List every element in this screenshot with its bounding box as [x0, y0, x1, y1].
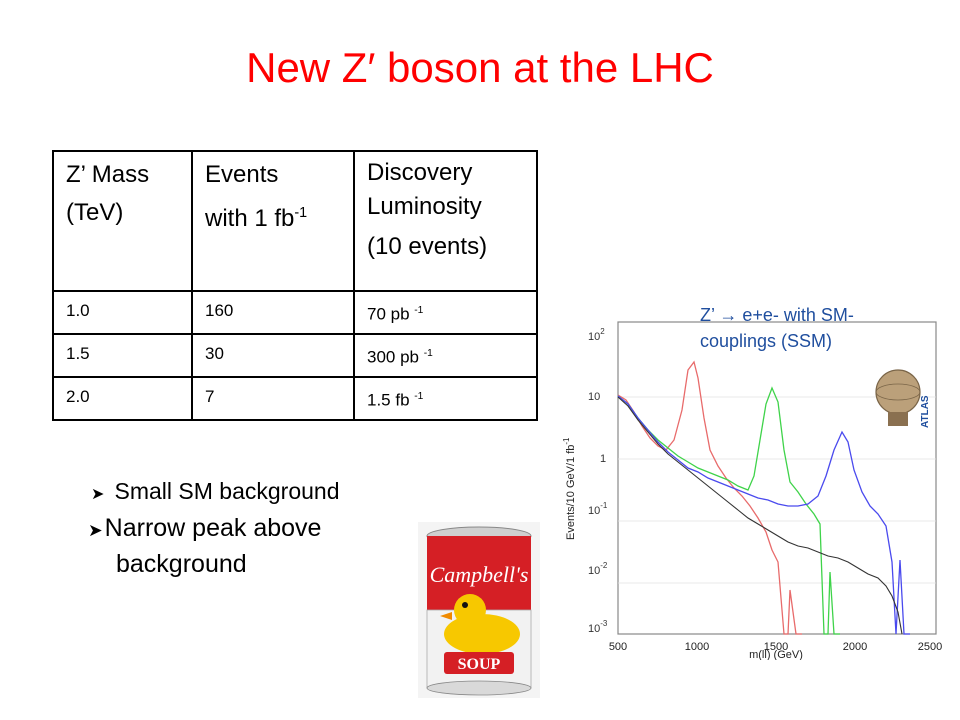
y-tick-label: 10-3: [588, 619, 608, 635]
arrow-bullet-icon: ➤: [91, 485, 105, 503]
y-axis-label: Events/10 GeV/1 fb-1: [562, 437, 577, 540]
x-tick-label: 1500: [764, 641, 788, 653]
y-tick-label: 1: [600, 453, 606, 465]
soup-can-image: Campbell's SOUP: [418, 522, 540, 698]
rubber-duck-icon: [440, 594, 520, 654]
bullet-item: ➤Narrow peak above: [88, 514, 322, 542]
atlas-logo: ATLAS: [875, 369, 931, 428]
y-tick-label: 10-2: [588, 561, 608, 577]
x-tick-label: 2000: [843, 641, 867, 653]
mass-table: Z’ Mass (TeV) Events with 1 fb-1 Discove…: [52, 150, 538, 421]
bullet-continuation: background: [116, 550, 247, 578]
mass-spectrum-plot: 102 10 1 10-1 10-2 10-3 Events/10 GeV/1 …: [548, 300, 948, 660]
x-tick-label: 500: [609, 641, 627, 653]
black-histogram: [617, 396, 903, 635]
bullet-item: ➤ Small SM background: [91, 478, 340, 504]
red-histogram: [617, 360, 802, 635]
bullet-list: ➤ Small SM background ➤Narrow peak above …: [88, 474, 340, 581]
plot-frame: [617, 321, 937, 635]
cell-events: 30: [191, 333, 355, 378]
cell-mass: 1.5: [52, 333, 193, 378]
cell-lumi: 1.5 fb -1: [353, 376, 538, 421]
x-tick-label: 2500: [918, 641, 942, 653]
table-row: 1.0 160 70 pb -1: [52, 290, 538, 335]
soup-label-text: SOUP: [458, 656, 501, 673]
blue-histogram: [617, 395, 910, 635]
header-events: Events with 1 fb-1: [191, 150, 355, 292]
soup-brand-text: Campbell's: [430, 562, 529, 587]
cell-events: 7: [191, 376, 355, 421]
table-header-row: Z’ Mass (TeV) Events with 1 fb-1 Discove…: [52, 150, 538, 292]
green-histogram: [617, 386, 840, 635]
cell-lumi: 70 pb -1: [353, 290, 538, 335]
x-tick-labels: 500 1000 1500 2000 2500: [609, 641, 942, 653]
y-tick-label: 10: [588, 391, 600, 403]
cell-mass: 1.0: [52, 290, 193, 335]
arrow-bullet-icon: ➤: [88, 520, 103, 540]
y-tick-label: 10-1: [588, 501, 608, 517]
table-row: 2.0 7 1.5 fb -1: [52, 376, 538, 421]
y-tick-labels: 102 10 1 10-1 10-2 10-3: [588, 327, 608, 635]
table-row: 1.5 30 300 pb -1: [52, 333, 538, 378]
cell-mass: 2.0: [52, 376, 193, 421]
cell-lumi: 300 pb -1: [353, 333, 538, 378]
atlas-logo-text: ATLAS: [920, 395, 931, 428]
x-axis-label: m(ll) (GeV): [749, 649, 803, 660]
plot-background: [548, 300, 948, 660]
plot-annotation: Z’ → e+e- with SM- couplings (SSM): [700, 305, 854, 351]
header-mass: Z’ Mass (TeV): [52, 150, 193, 292]
y-tick-label: 102: [588, 327, 605, 343]
slide-title: New Z′ boson at the LHC: [246, 44, 714, 91]
header-luminosity: Discovery Luminosity (10 events): [353, 150, 538, 292]
x-tick-label: 1000: [685, 641, 709, 653]
cell-events: 160: [191, 290, 355, 335]
